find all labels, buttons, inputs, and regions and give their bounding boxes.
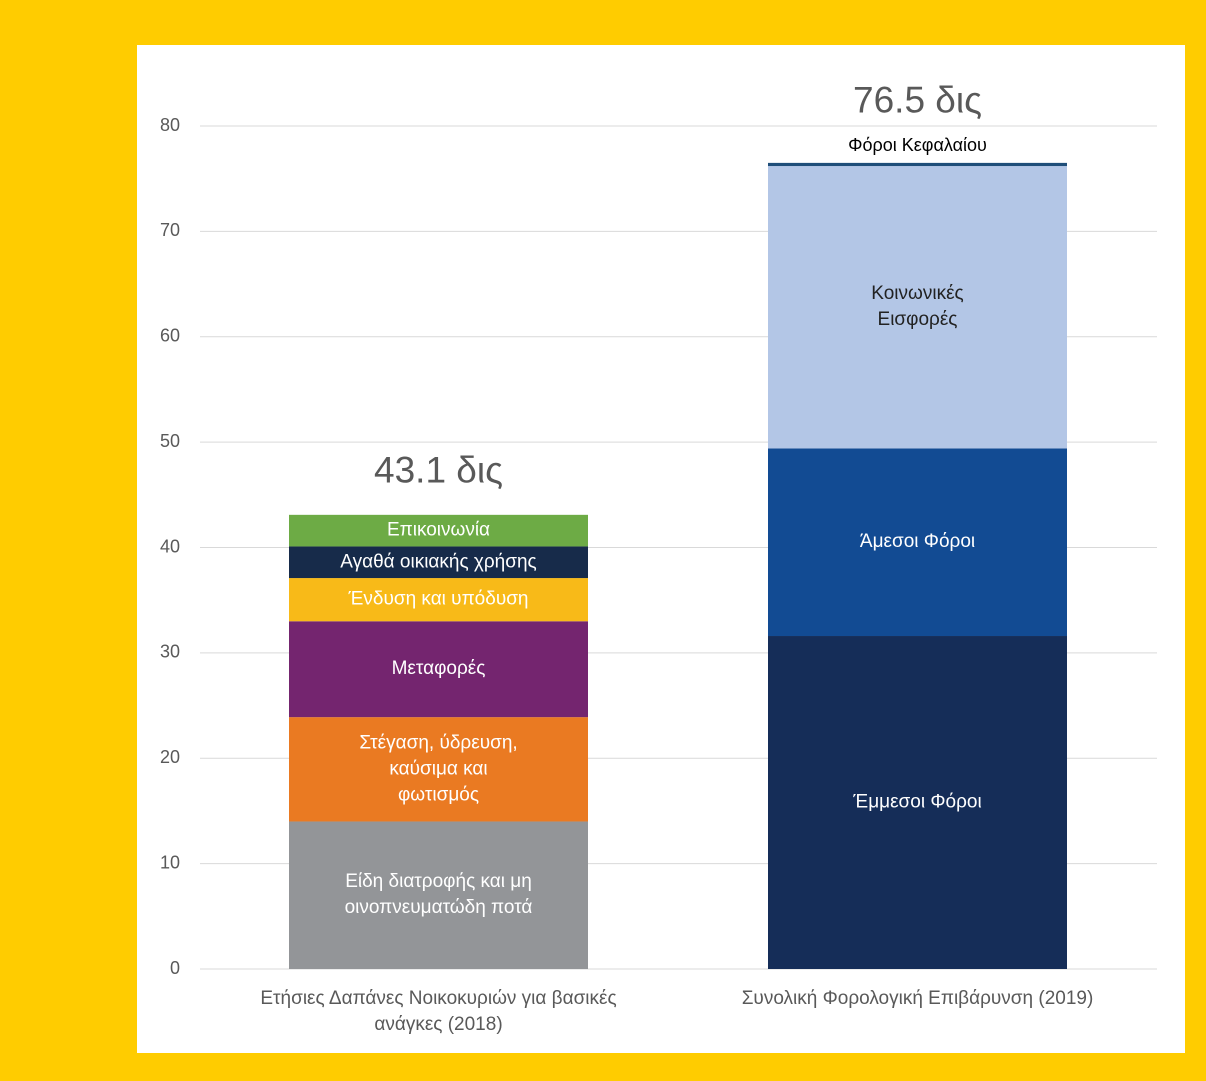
bar-segment xyxy=(289,821,588,969)
x-tick-label-line: ανάγκες (2018) xyxy=(374,1014,502,1035)
bar-segment xyxy=(768,166,1067,449)
segment-label: Στέγαση, ύδρευση, καύσιμα και φωτισμός xyxy=(359,732,517,805)
segment-label: Ένδυση και υπόδυση xyxy=(347,589,528,610)
segment-label: Άμεσοι Φόροι xyxy=(860,531,975,552)
segment-label-line: Μεταφορές xyxy=(392,658,486,679)
segment-label-line: Αγαθά οικιακής χρήσης xyxy=(340,551,536,572)
segment-label-line: φωτισμός xyxy=(398,784,479,805)
bar-segment xyxy=(768,636,1067,969)
bar-segment xyxy=(289,546,588,579)
bar-segment xyxy=(289,621,588,718)
x-tick-label: Ετήσιες Δαπάνες Νοικοκυριών για βασικές α… xyxy=(260,988,616,1035)
y-tick-label: 10 xyxy=(160,852,180,872)
total-label: 76.5 δις xyxy=(853,80,982,121)
segment-label-line: καύσιμα και xyxy=(389,758,487,779)
bar-segment xyxy=(289,514,588,547)
y-tick-label: 50 xyxy=(160,431,180,451)
y-tick-label: 40 xyxy=(160,536,180,556)
segment-label: Φόροι Κεφαλαίου xyxy=(848,135,987,155)
segment-label-line: Κοινωνικές xyxy=(871,283,963,304)
bar-segment xyxy=(289,578,588,622)
bar-segment xyxy=(289,717,588,822)
segment-label-line: Φόροι Κεφαλαίου xyxy=(848,135,987,155)
x-tick-label-line: Ετήσιες Δαπάνες Νοικοκυριών για βασικές xyxy=(260,988,616,1009)
y-tick-label: 30 xyxy=(160,642,180,662)
segment-label-line: Είδη διατροφής και μη xyxy=(345,871,532,892)
y-tick-label: 0 xyxy=(170,958,180,978)
y-tick-label: 70 xyxy=(160,220,180,240)
segment-label: Κοινωνικές Εισφορές xyxy=(871,283,963,330)
segment-label: Επικοινωνία xyxy=(387,520,490,541)
segment-label-line: Έμμεσοι Φόροι xyxy=(852,792,981,813)
bar-segment xyxy=(768,162,1067,167)
segment-label-line: Εισφορές xyxy=(878,309,958,330)
y-tick-label: 60 xyxy=(160,326,180,346)
x-tick-label-line: Συνολική Φορολογική Επιβάρυνση (2019) xyxy=(742,988,1094,1009)
segment-label-line: Επικοινωνία xyxy=(387,520,490,541)
segment-label: Μεταφορές xyxy=(392,658,486,679)
segment-label: Αγαθά οικιακής χρήσης xyxy=(340,551,536,572)
bar-segment xyxy=(768,448,1067,637)
segment-label-line: Άμεσοι Φόροι xyxy=(860,531,975,552)
segment-label-line: Στέγαση, ύδρευση, xyxy=(359,732,517,753)
x-tick-label: Συνολική Φορολογική Επιβάρυνση (2019) xyxy=(742,988,1094,1009)
segment-label: Έμμεσοι Φόροι xyxy=(852,792,981,813)
y-tick-label: 80 xyxy=(160,115,180,135)
segment-label: Είδη διατροφής και μη οινοπνευματώδη ποτά xyxy=(345,871,533,918)
y-tick-label: 20 xyxy=(160,747,180,767)
segment-label-line: Ένδυση και υπόδυση xyxy=(347,589,528,610)
total-label: 43.1 δις xyxy=(374,450,503,491)
segment-label-line: οινοπνευματώδη ποτά xyxy=(345,897,533,918)
